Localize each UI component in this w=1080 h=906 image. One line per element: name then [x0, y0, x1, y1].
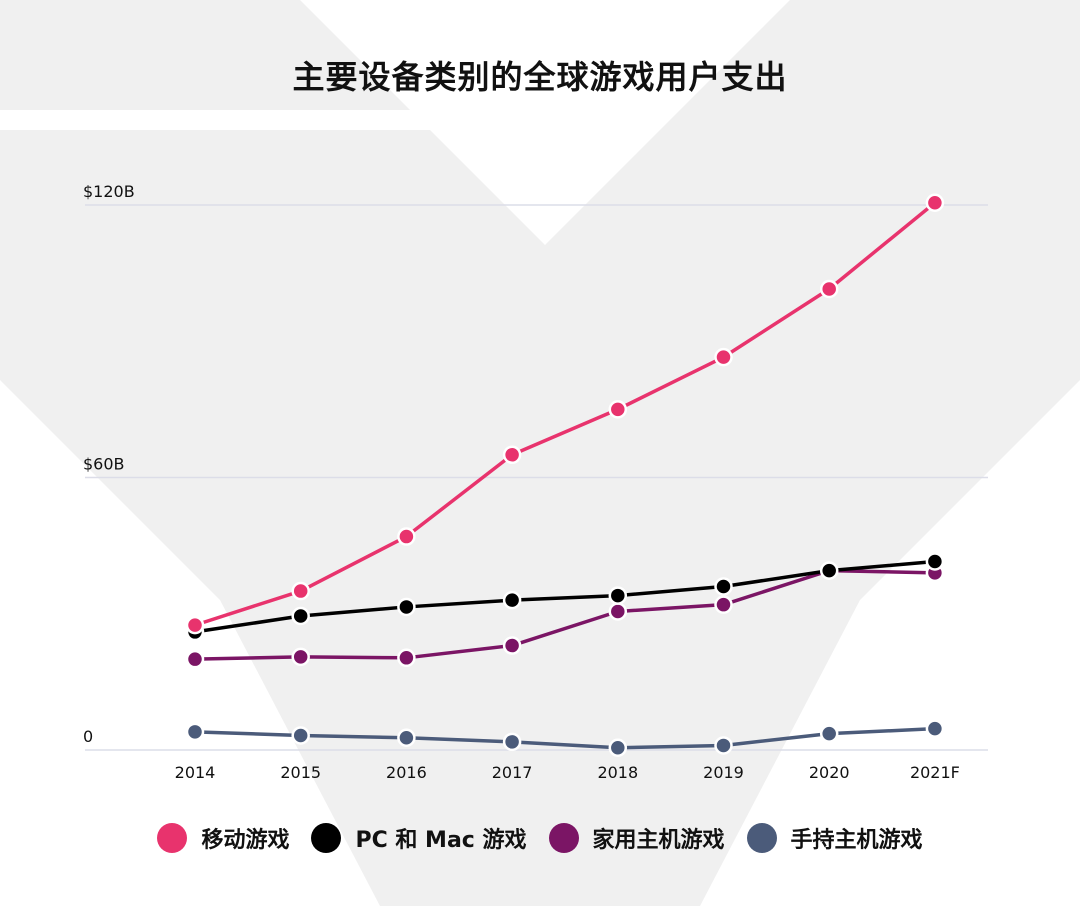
data-point	[502, 732, 522, 752]
x-tick-label: 2018	[597, 763, 638, 782]
y-tick-label: 0	[83, 727, 93, 746]
y-tick-label: $60B	[83, 455, 125, 474]
data-point	[397, 527, 416, 546]
data-point	[291, 647, 310, 667]
series-line	[194, 726, 935, 750]
legend-item-mobile[interactable]: 移动游戏	[157, 822, 289, 854]
series-2	[185, 561, 945, 669]
legend-marker	[746, 823, 777, 853]
x-tick-label: 2015	[280, 763, 321, 782]
data-point	[502, 590, 522, 610]
data-point	[502, 445, 522, 465]
data-point	[714, 347, 733, 367]
data-point	[397, 728, 416, 747]
series-line	[194, 568, 935, 661]
data-point	[397, 648, 416, 668]
data-point	[925, 719, 945, 738]
data-point	[291, 606, 310, 626]
x-tick-label: 2017	[492, 763, 533, 782]
series-1	[185, 552, 945, 642]
data-point	[397, 597, 416, 617]
legend-marker	[311, 823, 342, 853]
data-point	[608, 602, 628, 621]
data-point	[714, 577, 733, 596]
y-tick-label: $120B	[83, 182, 135, 201]
data-point	[819, 724, 839, 743]
x-tick-label: 2019	[703, 763, 744, 782]
x-tick-label: 2021F	[910, 763, 960, 782]
data-point	[714, 595, 733, 614]
series-line	[194, 201, 937, 627]
data-point	[819, 561, 839, 580]
data-point	[608, 400, 628, 419]
x-tick-label: 2016	[386, 763, 427, 782]
legend-marker	[548, 823, 579, 853]
series-0	[185, 193, 945, 635]
data-point	[185, 615, 205, 635]
legend-label: 家用主机游戏	[592, 828, 725, 853]
legend-label: PC 和 Mac 游戏	[355, 828, 527, 853]
series-line	[194, 559, 936, 634]
series-lines	[185, 193, 945, 757]
x-axis-ticks: 2014 2015 2016 2017 2018 2019 2020 2021F	[175, 763, 960, 782]
legend-item-pc-mac[interactable]: PC 和 Mac 游戏	[311, 822, 527, 854]
y-axis-ticks: 0 $60B $120B	[83, 182, 135, 746]
legend-label: 移动游戏	[201, 828, 290, 853]
data-point	[714, 736, 733, 755]
data-point	[925, 193, 945, 212]
gridlines	[85, 204, 988, 751]
data-point	[608, 586, 628, 605]
data-point	[608, 738, 628, 757]
data-point	[502, 636, 522, 655]
legend: 移动游戏 PC 和 Mac 游戏 家用主机游戏 手持主机游戏	[0, 822, 1080, 854]
data-point	[185, 722, 205, 742]
chart-title: 主要设备类别的全球游戏用户支出	[292, 58, 788, 96]
series-3	[185, 719, 945, 757]
legend-marker	[157, 823, 188, 853]
data-point	[925, 552, 945, 571]
data-point	[291, 581, 310, 601]
x-tick-label: 2020	[809, 763, 850, 782]
legend-item-handheld[interactable]: 手持主机游戏	[746, 822, 923, 854]
data-point	[185, 649, 205, 669]
x-tick-label: 2014	[175, 763, 216, 782]
data-point	[291, 726, 310, 745]
legend-item-console[interactable]: 家用主机游戏	[548, 822, 725, 854]
data-point	[819, 279, 839, 299]
legend-label: 手持主机游戏	[790, 828, 923, 853]
